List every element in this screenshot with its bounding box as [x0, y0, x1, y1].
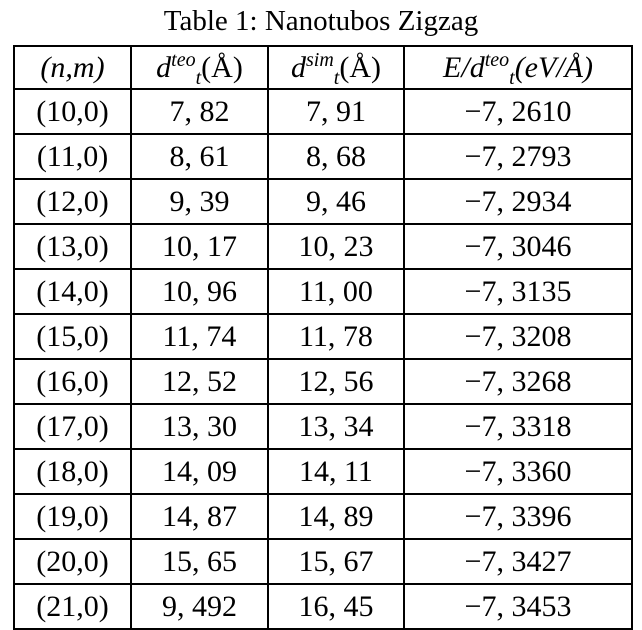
- cell-energy: −7, 3360: [403, 448, 633, 495]
- table-row: (15,0) 11, 74 11, 78 −7, 3208: [13, 313, 633, 360]
- table-row: (18,0) 14, 09 14, 11 −7, 3360: [13, 448, 633, 495]
- table-row: (14,0) 10, 96 11, 00 −7, 3135: [13, 268, 633, 315]
- cell-d-sim: 8, 68: [267, 133, 405, 180]
- header-d-teo-unit: (Å): [201, 50, 243, 84]
- cell-nm: (19,0): [13, 493, 132, 540]
- table-row: (12,0) 9, 39 9, 46 −7, 2934: [13, 178, 633, 225]
- header-d-teo-sub: t: [195, 66, 202, 89]
- header-row: (n,m) dteot(Å) dsimt(Å) E/dteot(eV/Å): [13, 45, 633, 90]
- table-row: (11,0) 8, 61 8, 68 −7, 2793: [13, 133, 633, 180]
- cell-energy: −7, 3268: [403, 358, 633, 405]
- table-row: (13,0) 10, 17 10, 23 −7, 3046: [13, 223, 633, 270]
- cell-nm: (12,0): [13, 178, 132, 225]
- cell-d-teo: 12, 52: [130, 358, 269, 405]
- table-row: (17,0) 13, 30 13, 34 −7, 3318: [13, 403, 633, 450]
- table-row: (20,0) 15, 65 15, 67 −7, 3427: [13, 538, 633, 585]
- header-nm: (n,m): [13, 45, 132, 90]
- header-energy-main: d: [469, 50, 485, 84]
- cell-d-sim: 7, 91: [267, 88, 405, 135]
- cell-d-sim: 10, 23: [267, 223, 405, 270]
- header-energy-sub: t: [509, 66, 515, 89]
- cell-d-teo: 9, 492: [130, 583, 269, 630]
- cell-d-teo: 13, 30: [130, 403, 269, 450]
- cell-nm: (18,0): [13, 448, 132, 495]
- cell-d-sim: 9, 46: [267, 178, 405, 225]
- header-d-teo-main: d: [156, 50, 172, 84]
- table-caption: Table 1: Nanotubos Zigzag: [163, 5, 479, 37]
- cell-d-sim: 12, 56: [267, 358, 405, 405]
- cell-energy: −7, 3318: [403, 403, 633, 450]
- cell-d-teo: 9, 39: [130, 178, 269, 225]
- header-energy-pre: E/: [443, 50, 470, 84]
- table-row: (16,0) 12, 52 12, 56 −7, 3268: [13, 358, 633, 405]
- cell-energy: −7, 2610: [403, 88, 633, 135]
- cell-nm: (20,0): [13, 538, 132, 585]
- cell-nm: (13,0): [13, 223, 132, 270]
- cell-energy: −7, 2934: [403, 178, 633, 225]
- table-row: (21,0) 9, 492 16, 45 −7, 3453: [13, 583, 633, 630]
- cell-d-sim: 16, 45: [267, 583, 405, 630]
- cell-nm: (11,0): [13, 133, 132, 180]
- cell-energy: −7, 3427: [403, 538, 633, 585]
- cell-energy: −7, 3208: [403, 313, 633, 360]
- cell-d-sim: 14, 89: [267, 493, 405, 540]
- cell-nm: (14,0): [13, 268, 132, 315]
- header-energy-sup: teo: [484, 48, 510, 71]
- cell-energy: −7, 3396: [403, 493, 633, 540]
- cell-d-teo: 7, 82: [130, 88, 269, 135]
- cell-d-sim: 15, 67: [267, 538, 405, 585]
- cell-d-sim: 11, 00: [267, 268, 405, 315]
- cell-d-teo: 14, 87: [130, 493, 269, 540]
- header-d-teo: dteot(Å): [130, 45, 269, 90]
- cell-nm: (10,0): [13, 88, 132, 135]
- header-d-sim-main: d: [290, 50, 306, 84]
- header-energy: E/dteot(eV/Å): [403, 45, 633, 90]
- cell-d-teo: 14, 09: [130, 448, 269, 495]
- header-d-sim: dsimt(Å): [267, 45, 405, 90]
- cell-energy: −7, 3453: [403, 583, 633, 630]
- cell-nm: (16,0): [13, 358, 132, 405]
- header-d-sim-sup: sim: [305, 48, 334, 71]
- header-d-sim-sub: t: [333, 66, 340, 89]
- header-d-teo-sup: teo: [171, 48, 196, 71]
- table-body: (10,0) 7, 82 7, 91 −7, 2610 (11,0) 8, 61 8, 68…: [13, 88, 633, 630]
- header-energy-unit: (eV/Å): [514, 50, 593, 84]
- cell-nm: (15,0): [13, 313, 132, 360]
- cell-energy: −7, 3046: [403, 223, 633, 270]
- nanotubes-table: (n,m) dteot(Å) dsimt(Å) E/dteot(eV/Å) (1…: [13, 45, 633, 630]
- cell-nm: (17,0): [13, 403, 132, 450]
- cell-d-sim: 14, 11: [267, 448, 405, 495]
- cell-d-teo: 8, 61: [130, 133, 269, 180]
- cell-energy: −7, 2793: [403, 133, 633, 180]
- cell-d-teo: 11, 74: [130, 313, 269, 360]
- cell-nm: (21,0): [13, 583, 132, 630]
- table-row: (19,0) 14, 87 14, 89 −7, 3396: [13, 493, 633, 540]
- cell-energy: −7, 3135: [403, 268, 633, 315]
- cell-d-teo: 15, 65: [130, 538, 269, 585]
- table-row: (10,0) 7, 82 7, 91 −7, 2610: [13, 88, 633, 135]
- cell-d-sim: 13, 34: [267, 403, 405, 450]
- cell-d-teo: 10, 96: [130, 268, 269, 315]
- cell-d-teo: 10, 17: [130, 223, 269, 270]
- header-d-sim-unit: (Å): [339, 50, 381, 84]
- cell-d-sim: 11, 78: [267, 313, 405, 360]
